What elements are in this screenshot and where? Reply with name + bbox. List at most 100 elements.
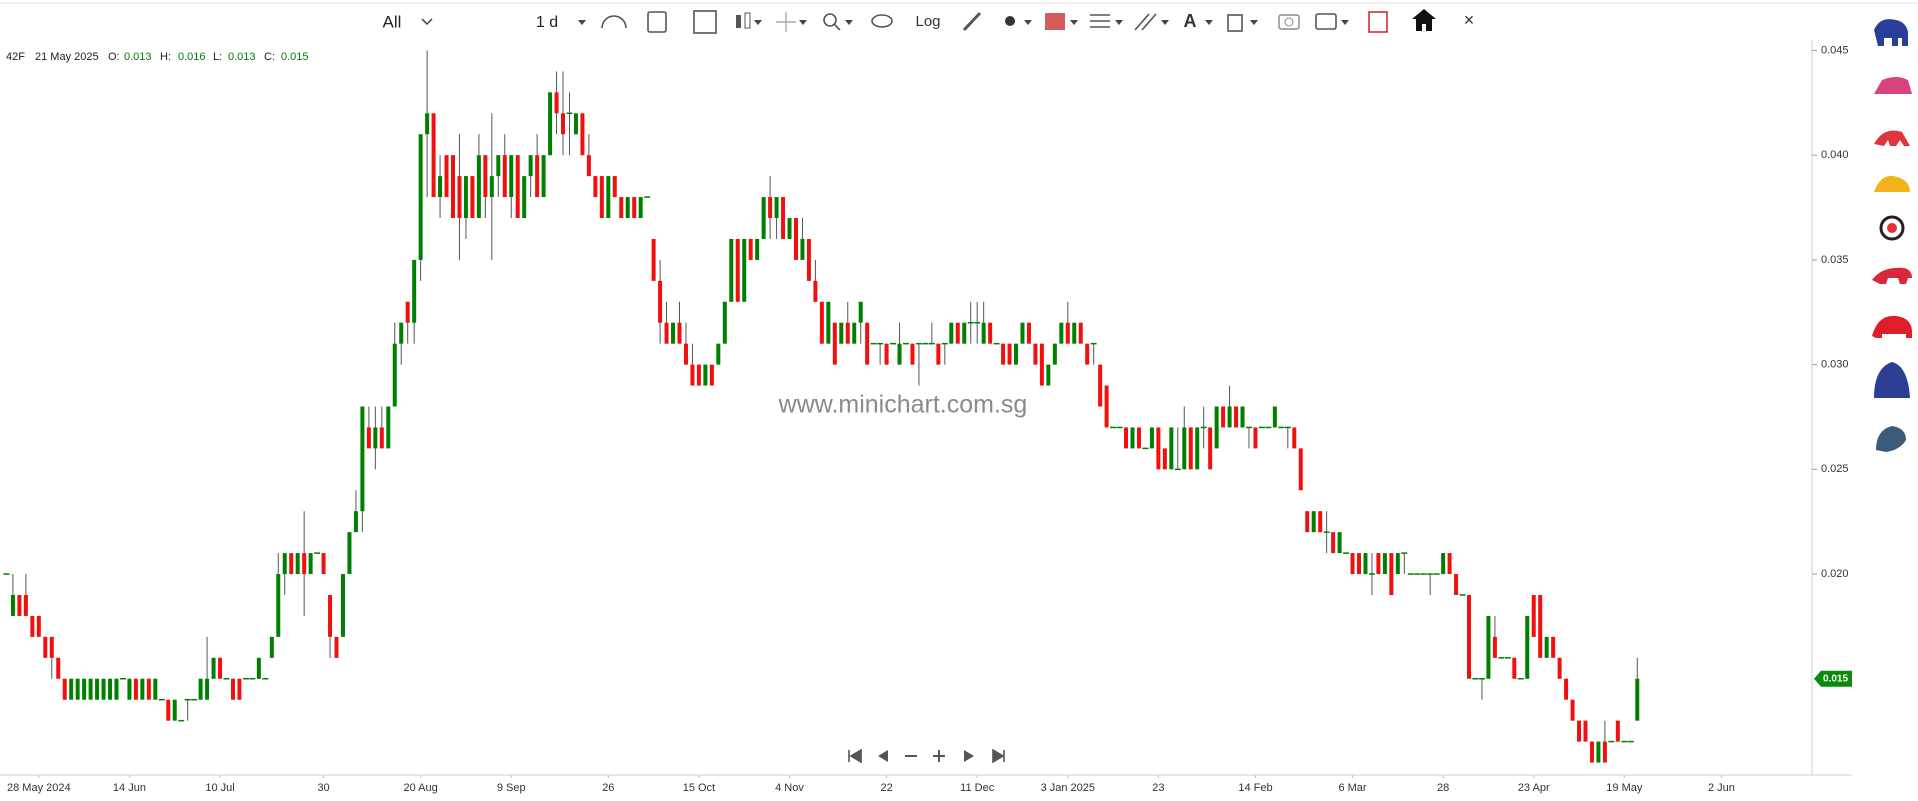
candle-body	[412, 259, 417, 323]
candle-body	[347, 532, 352, 575]
x-tick-label: 23	[1152, 782, 1164, 794]
candle-body	[781, 197, 786, 239]
delete-icon[interactable]	[1227, 14, 1243, 32]
legend-h-value: 0.016	[178, 51, 206, 63]
side-icon-tiger[interactable]	[1874, 130, 1910, 147]
side-icon-bug[interactable]	[1879, 215, 1905, 241]
delete-dropdown[interactable]	[1250, 20, 1258, 25]
candle-body	[696, 364, 701, 386]
candle-body	[787, 218, 792, 239]
x-tick-label: 10 Jul	[205, 782, 234, 794]
candle-body	[444, 155, 449, 198]
candle-body	[282, 553, 287, 575]
candle-body	[211, 657, 216, 679]
nav-next[interactable]	[964, 750, 974, 762]
dot-dropdown[interactable]	[1024, 20, 1032, 25]
side-icon-bear[interactable]	[1874, 77, 1912, 94]
side-icon-leopard[interactable]	[1872, 267, 1912, 284]
candle-body	[1046, 364, 1051, 386]
candle-body	[599, 176, 604, 219]
candle-body	[1382, 553, 1387, 575]
range-select[interactable]: All	[383, 12, 402, 31]
close-button[interactable]: ×	[1464, 10, 1475, 30]
side-icon-gorilla[interactable]	[1874, 362, 1910, 398]
nav-zoom-in[interactable]	[933, 750, 945, 762]
trend-dropdown[interactable]	[1161, 20, 1169, 25]
nav-zoom-out[interactable]	[905, 755, 917, 757]
candle-body	[62, 678, 67, 700]
interval-select[interactable]: 1 d	[536, 14, 558, 31]
candle-body	[936, 343, 941, 365]
candle-body	[1531, 594, 1536, 637]
candle-body	[955, 322, 960, 344]
candle-body	[1169, 427, 1174, 470]
zoom-icon[interactable]	[823, 13, 837, 27]
indicator-dropdown[interactable]	[1070, 20, 1078, 25]
candle-body	[476, 155, 481, 219]
candle-body	[489, 176, 494, 198]
clipboard-icon[interactable]	[647, 11, 667, 33]
side-icon-bull[interactable]	[1872, 315, 1912, 338]
candle-body	[1253, 427, 1258, 449]
candle-body	[755, 238, 760, 260]
x-tick-label: 19 May	[1606, 782, 1643, 794]
home-icon[interactable]	[1412, 9, 1436, 31]
camera-icon[interactable]	[1278, 14, 1300, 30]
candle-body	[884, 343, 889, 365]
candle-body	[405, 301, 410, 323]
candle-body	[845, 322, 850, 344]
text-tool-icon[interactable]: A	[1184, 11, 1197, 31]
candle-body	[1227, 406, 1232, 428]
candle-body	[418, 134, 423, 260]
compare-icon[interactable]	[1368, 11, 1388, 33]
indicator-icon[interactable]	[1045, 13, 1065, 30]
x-tick-label: 20 Aug	[404, 782, 438, 794]
nav-first[interactable]	[848, 748, 862, 764]
candle-body	[1376, 553, 1381, 575]
range-chevron[interactable]	[421, 18, 433, 26]
candle-body	[619, 197, 624, 219]
legend-o-value: 0.013	[124, 51, 152, 63]
crosshair-dropdown[interactable]	[799, 20, 807, 25]
lines-icon[interactable]	[1090, 14, 1110, 28]
side-icon-lion[interactable]	[1874, 175, 1910, 192]
log-button[interactable]: Log	[915, 13, 940, 30]
side-icon-elephant[interactable]	[1874, 19, 1908, 46]
legend-l-label: L:	[213, 51, 222, 63]
zoom-dropdown[interactable]	[845, 20, 853, 25]
legend-h-label: H:	[160, 51, 171, 63]
speed-icon[interactable]	[601, 15, 627, 29]
candle-body	[1234, 406, 1239, 428]
trend-icon[interactable]	[1134, 13, 1157, 31]
candle-icon-2[interactable]	[744, 12, 751, 29]
candle-body	[852, 322, 857, 344]
pattern-icon[interactable]	[693, 10, 717, 34]
layout-dropdown[interactable]	[1341, 20, 1349, 25]
candle-body	[522, 176, 527, 219]
interval-dropdown[interactable]	[578, 20, 586, 25]
candle-body	[218, 657, 223, 679]
candle-body	[1020, 322, 1025, 344]
side-icon-bug-core	[1887, 223, 1897, 233]
legend-l-value: 0.013	[228, 51, 256, 63]
layout-icon[interactable]	[1315, 13, 1337, 30]
crosshair-icon[interactable]	[776, 12, 796, 32]
text-dropdown[interactable]	[1205, 20, 1213, 25]
nav-last[interactable]	[992, 748, 1005, 764]
candle-body	[101, 678, 106, 700]
dot-icon[interactable]	[1005, 16, 1015, 26]
candle-icon[interactable]	[736, 15, 741, 28]
y-tick-label: 0.045	[1821, 44, 1849, 56]
candle-body	[366, 427, 371, 449]
x-tick-label: 9 Sep	[497, 782, 526, 794]
nav-prev[interactable]	[878, 750, 888, 762]
hide-icon[interactable]	[871, 14, 893, 28]
candle-dropdown[interactable]	[754, 20, 762, 25]
candle-body	[1454, 574, 1459, 595]
side-icon-whale[interactable]	[1876, 426, 1906, 452]
pencil-icon[interactable]	[962, 11, 982, 32]
lines-dropdown[interactable]	[1115, 20, 1123, 25]
candle-body	[988, 322, 993, 344]
candle-body	[683, 343, 688, 365]
